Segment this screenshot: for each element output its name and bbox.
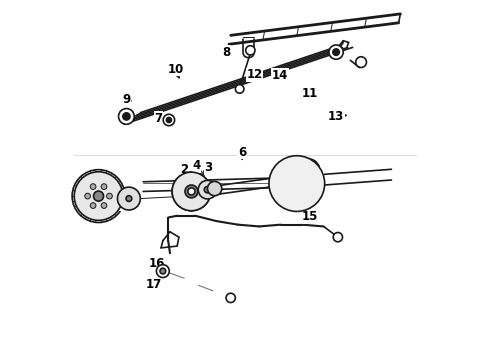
Circle shape — [172, 172, 211, 211]
Text: 16: 16 — [148, 257, 165, 270]
Text: 6: 6 — [238, 146, 246, 159]
Text: 1: 1 — [86, 198, 94, 211]
Circle shape — [118, 187, 140, 210]
Text: 2: 2 — [180, 163, 188, 176]
Circle shape — [269, 156, 325, 211]
Circle shape — [123, 113, 130, 120]
Text: 7: 7 — [154, 112, 163, 125]
Text: 17: 17 — [146, 278, 162, 291]
Circle shape — [107, 193, 112, 199]
Text: 14: 14 — [272, 69, 288, 82]
Text: 8: 8 — [222, 46, 231, 59]
Circle shape — [90, 184, 96, 189]
Circle shape — [90, 203, 96, 208]
Text: 13: 13 — [328, 110, 344, 123]
Circle shape — [101, 184, 107, 189]
Circle shape — [74, 172, 123, 220]
Circle shape — [198, 180, 217, 199]
Circle shape — [333, 233, 343, 242]
Circle shape — [94, 191, 103, 201]
Circle shape — [333, 49, 339, 55]
Circle shape — [156, 265, 169, 278]
Text: 11: 11 — [302, 87, 318, 100]
Text: 10: 10 — [167, 63, 183, 76]
Text: 15: 15 — [302, 210, 318, 223]
Circle shape — [226, 293, 235, 302]
Circle shape — [204, 186, 211, 193]
Circle shape — [207, 181, 222, 196]
Text: 12: 12 — [246, 68, 263, 81]
Text: 5: 5 — [117, 198, 125, 211]
Circle shape — [167, 117, 172, 122]
Circle shape — [126, 196, 132, 202]
Text: 4: 4 — [193, 159, 201, 172]
Circle shape — [85, 193, 91, 199]
Circle shape — [101, 203, 107, 208]
Circle shape — [235, 85, 244, 93]
Circle shape — [185, 185, 198, 198]
Circle shape — [188, 188, 195, 195]
Text: 9: 9 — [122, 93, 130, 106]
Circle shape — [245, 46, 255, 55]
Circle shape — [119, 109, 134, 124]
Circle shape — [163, 114, 174, 126]
Text: 3: 3 — [204, 161, 213, 174]
Circle shape — [329, 45, 343, 59]
Circle shape — [160, 268, 166, 274]
Circle shape — [356, 57, 367, 67]
